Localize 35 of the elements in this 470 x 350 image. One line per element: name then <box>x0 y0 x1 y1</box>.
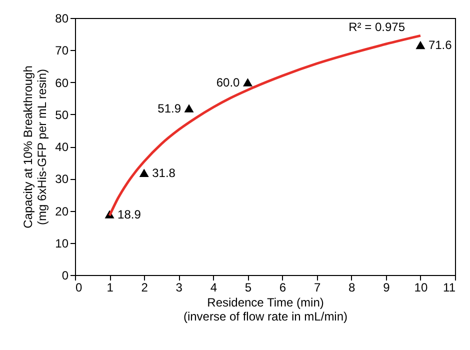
x-tick-label: 5 <box>244 280 252 294</box>
data-label: 31.8 <box>152 166 176 180</box>
point <box>416 40 426 50</box>
x-tick-label: 0 <box>76 280 82 294</box>
x-tick-label: 6 <box>279 280 286 294</box>
data-label: 71.6 <box>428 38 452 52</box>
x-tick-label: 3 <box>176 280 183 294</box>
text: (mg 6xHis-GFP per mL resin) <box>35 68 50 226</box>
y-tick-label: 40 <box>55 140 69 154</box>
y-tick-label: 60 <box>55 76 69 90</box>
y-tick-label: 70 <box>55 44 69 58</box>
x-tick-label: 8 <box>348 280 356 294</box>
text: Capacity at 10% Breakthrough <box>21 66 36 228</box>
y-tick-label: 30 <box>55 172 69 186</box>
data-label: 18.9 <box>118 207 142 222</box>
x-tick-label: 11 <box>443 280 456 294</box>
y-tick-label: 10 <box>55 236 69 250</box>
x-tick-label: 9 <box>383 280 390 294</box>
point <box>139 168 149 177</box>
y-tick-label: 50 <box>55 108 69 122</box>
y-tick-label: 80 <box>55 12 69 26</box>
data-label: 51.9 <box>158 101 182 116</box>
y-tick-label: 0 <box>62 268 69 282</box>
x-tick-label: 7 <box>314 280 321 294</box>
annotation: R² = 0.975 <box>348 20 406 34</box>
y-tick-label: 20 <box>55 204 69 218</box>
point <box>184 104 194 112</box>
x-tick-label: 10 <box>414 280 428 294</box>
point <box>242 78 252 86</box>
x-tick-label: 4 <box>210 280 218 294</box>
x-tick-label: 1 <box>106 280 114 294</box>
text: (inverse of flow rate in mL/min) <box>183 310 348 324</box>
data-label: 60.0 <box>216 75 240 90</box>
x-tick-label: 2 <box>141 280 148 294</box>
text: Residence Time (min) <box>207 296 324 310</box>
